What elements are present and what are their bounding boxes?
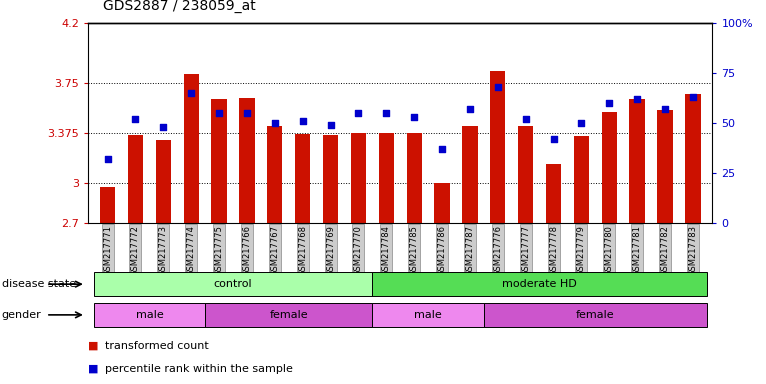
Point	[519, 116, 532, 122]
Bar	[155, 140, 171, 223]
Bar	[100, 187, 115, 223]
Text: male: male	[414, 310, 442, 320]
Text: percentile rank within the sample: percentile rank within the sample	[105, 364, 293, 374]
Bar	[351, 133, 366, 223]
Bar	[372, 303, 484, 327]
Bar	[184, 74, 199, 223]
Text: moderate HD: moderate HD	[502, 279, 577, 289]
Point	[213, 110, 225, 116]
Point	[408, 114, 421, 120]
Bar	[205, 303, 372, 327]
Point	[603, 100, 615, 106]
Text: gender: gender	[2, 310, 41, 320]
Point	[325, 122, 337, 128]
Point	[659, 106, 671, 112]
Point	[269, 120, 281, 126]
Bar	[239, 98, 254, 223]
Point	[463, 106, 476, 112]
Point	[631, 96, 643, 102]
Text: transformed count: transformed count	[105, 341, 208, 351]
Bar	[93, 303, 205, 327]
Bar	[574, 136, 589, 223]
Point	[157, 124, 169, 130]
Point	[492, 84, 504, 90]
Bar	[484, 303, 707, 327]
Text: ■: ■	[88, 341, 99, 351]
Bar	[372, 272, 707, 296]
Point	[548, 136, 560, 142]
Point	[380, 110, 392, 116]
Bar	[434, 183, 450, 223]
Bar	[657, 109, 673, 223]
Point	[436, 146, 448, 152]
Point	[296, 118, 309, 124]
Point	[575, 120, 588, 126]
Bar	[267, 126, 283, 223]
Text: GDS2887 / 238059_at: GDS2887 / 238059_at	[103, 0, 256, 13]
Point	[352, 110, 365, 116]
Bar	[518, 126, 533, 223]
Text: ■: ■	[88, 364, 99, 374]
Bar	[295, 134, 310, 223]
Text: female: female	[270, 310, 308, 320]
Point	[101, 156, 113, 162]
Bar	[128, 135, 143, 223]
Bar	[407, 133, 422, 223]
Text: disease state: disease state	[2, 279, 76, 289]
Bar	[490, 71, 506, 223]
Point	[129, 116, 142, 122]
Bar	[211, 99, 227, 223]
Point	[687, 94, 699, 100]
Point	[185, 90, 198, 96]
Bar	[630, 99, 645, 223]
Bar	[93, 272, 372, 296]
Text: male: male	[136, 310, 163, 320]
Bar	[462, 126, 477, 223]
Bar	[378, 133, 394, 223]
Bar	[686, 94, 701, 223]
Bar	[601, 112, 617, 223]
Text: control: control	[214, 279, 252, 289]
Bar	[323, 135, 339, 223]
Bar	[546, 164, 561, 223]
Text: female: female	[576, 310, 614, 320]
Point	[241, 110, 253, 116]
